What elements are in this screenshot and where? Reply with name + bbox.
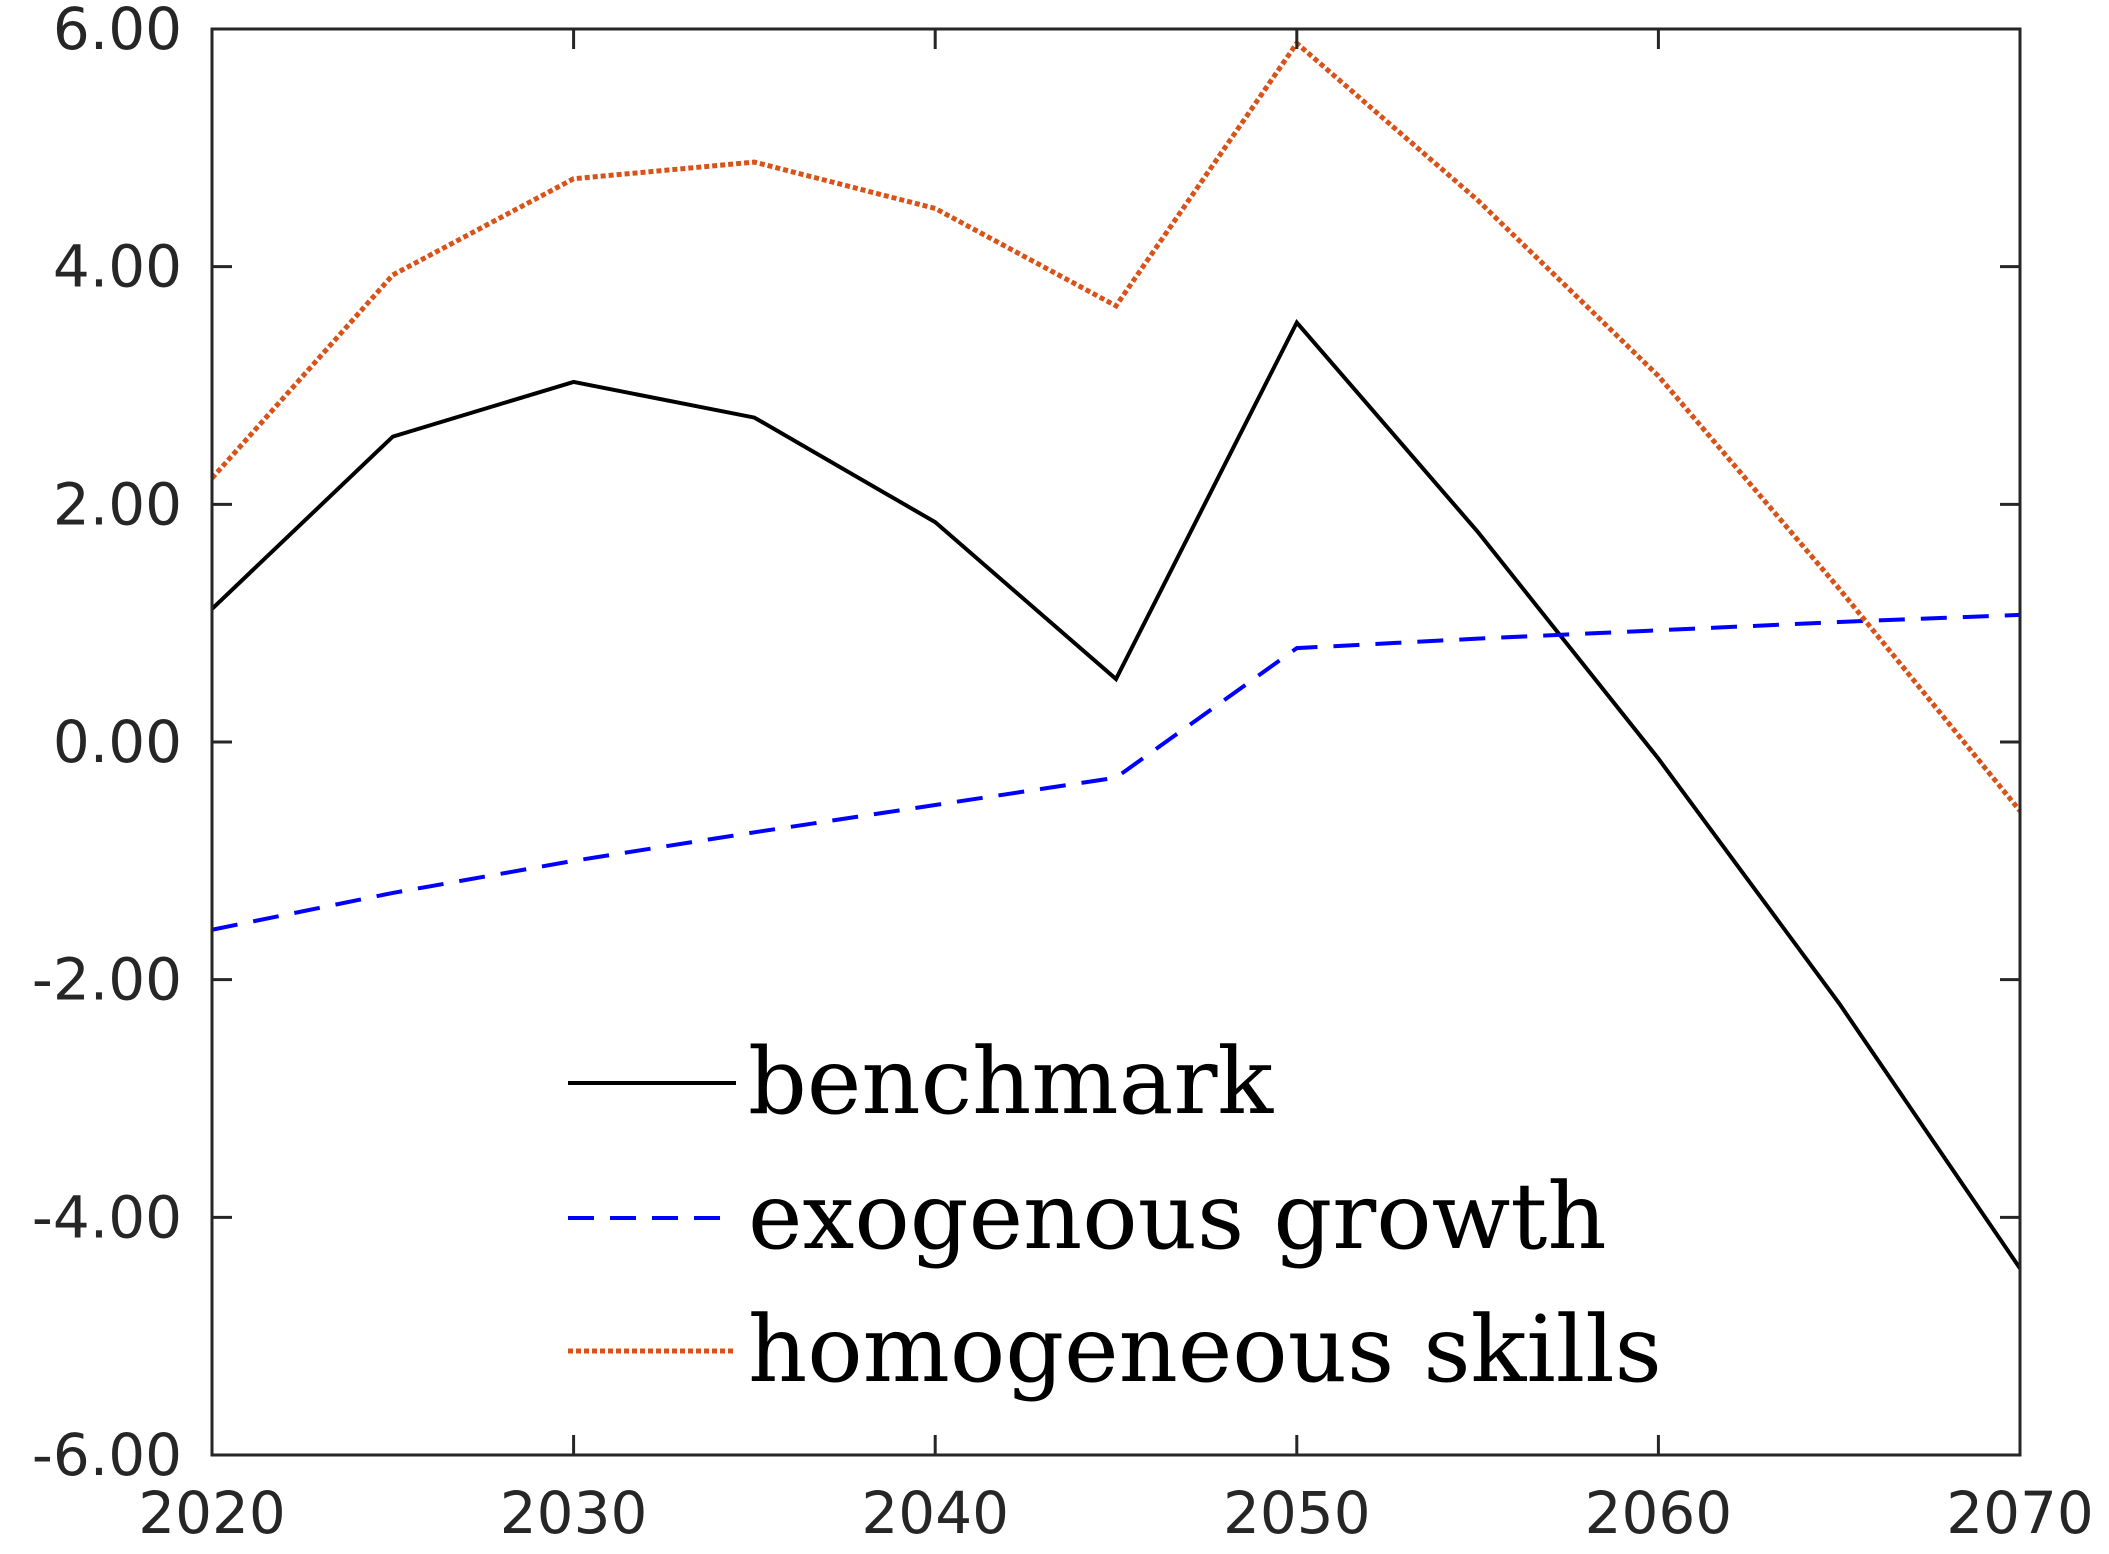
x-tick-label: 2060 [1585, 1479, 1733, 1547]
y-tick-label: -2.00 [32, 946, 182, 1014]
y-tick-label: 6.00 [53, 0, 182, 63]
x-tick-label: 2070 [1946, 1479, 2094, 1547]
x-tick-label: 2050 [1223, 1479, 1371, 1547]
x-tick-label: 2040 [861, 1479, 1009, 1547]
legend-label: benchmark [748, 1028, 1274, 1135]
legend: benchmark exogenous growth homogeneous ski… [568, 1028, 1662, 1403]
y-tick-label: 4.00 [53, 233, 182, 301]
y-tick-label: 0.00 [53, 708, 182, 776]
series-layer [210, 39, 2022, 1270]
legend-label: homogeneous skills [748, 1296, 1662, 1403]
y-tick-label: 2.00 [53, 470, 182, 538]
legend-label: exogenous growth [748, 1163, 1607, 1270]
series-line-benchmark [210, 318, 2022, 1270]
axis-ticks: 2020 2030 2040 2050 2060 2070 6.00 4.00 2.00 0.00… [32, 0, 2094, 1547]
series-line-homogeneous-skills [210, 39, 2022, 813]
x-tick-label: 2020 [138, 1479, 286, 1547]
y-tick-label: -6.00 [32, 1421, 182, 1489]
y-tick-label: -4.00 [32, 1183, 182, 1251]
x-tick-label: 2030 [500, 1479, 648, 1547]
series-line-exogenous-growth [211, 612, 2021, 932]
